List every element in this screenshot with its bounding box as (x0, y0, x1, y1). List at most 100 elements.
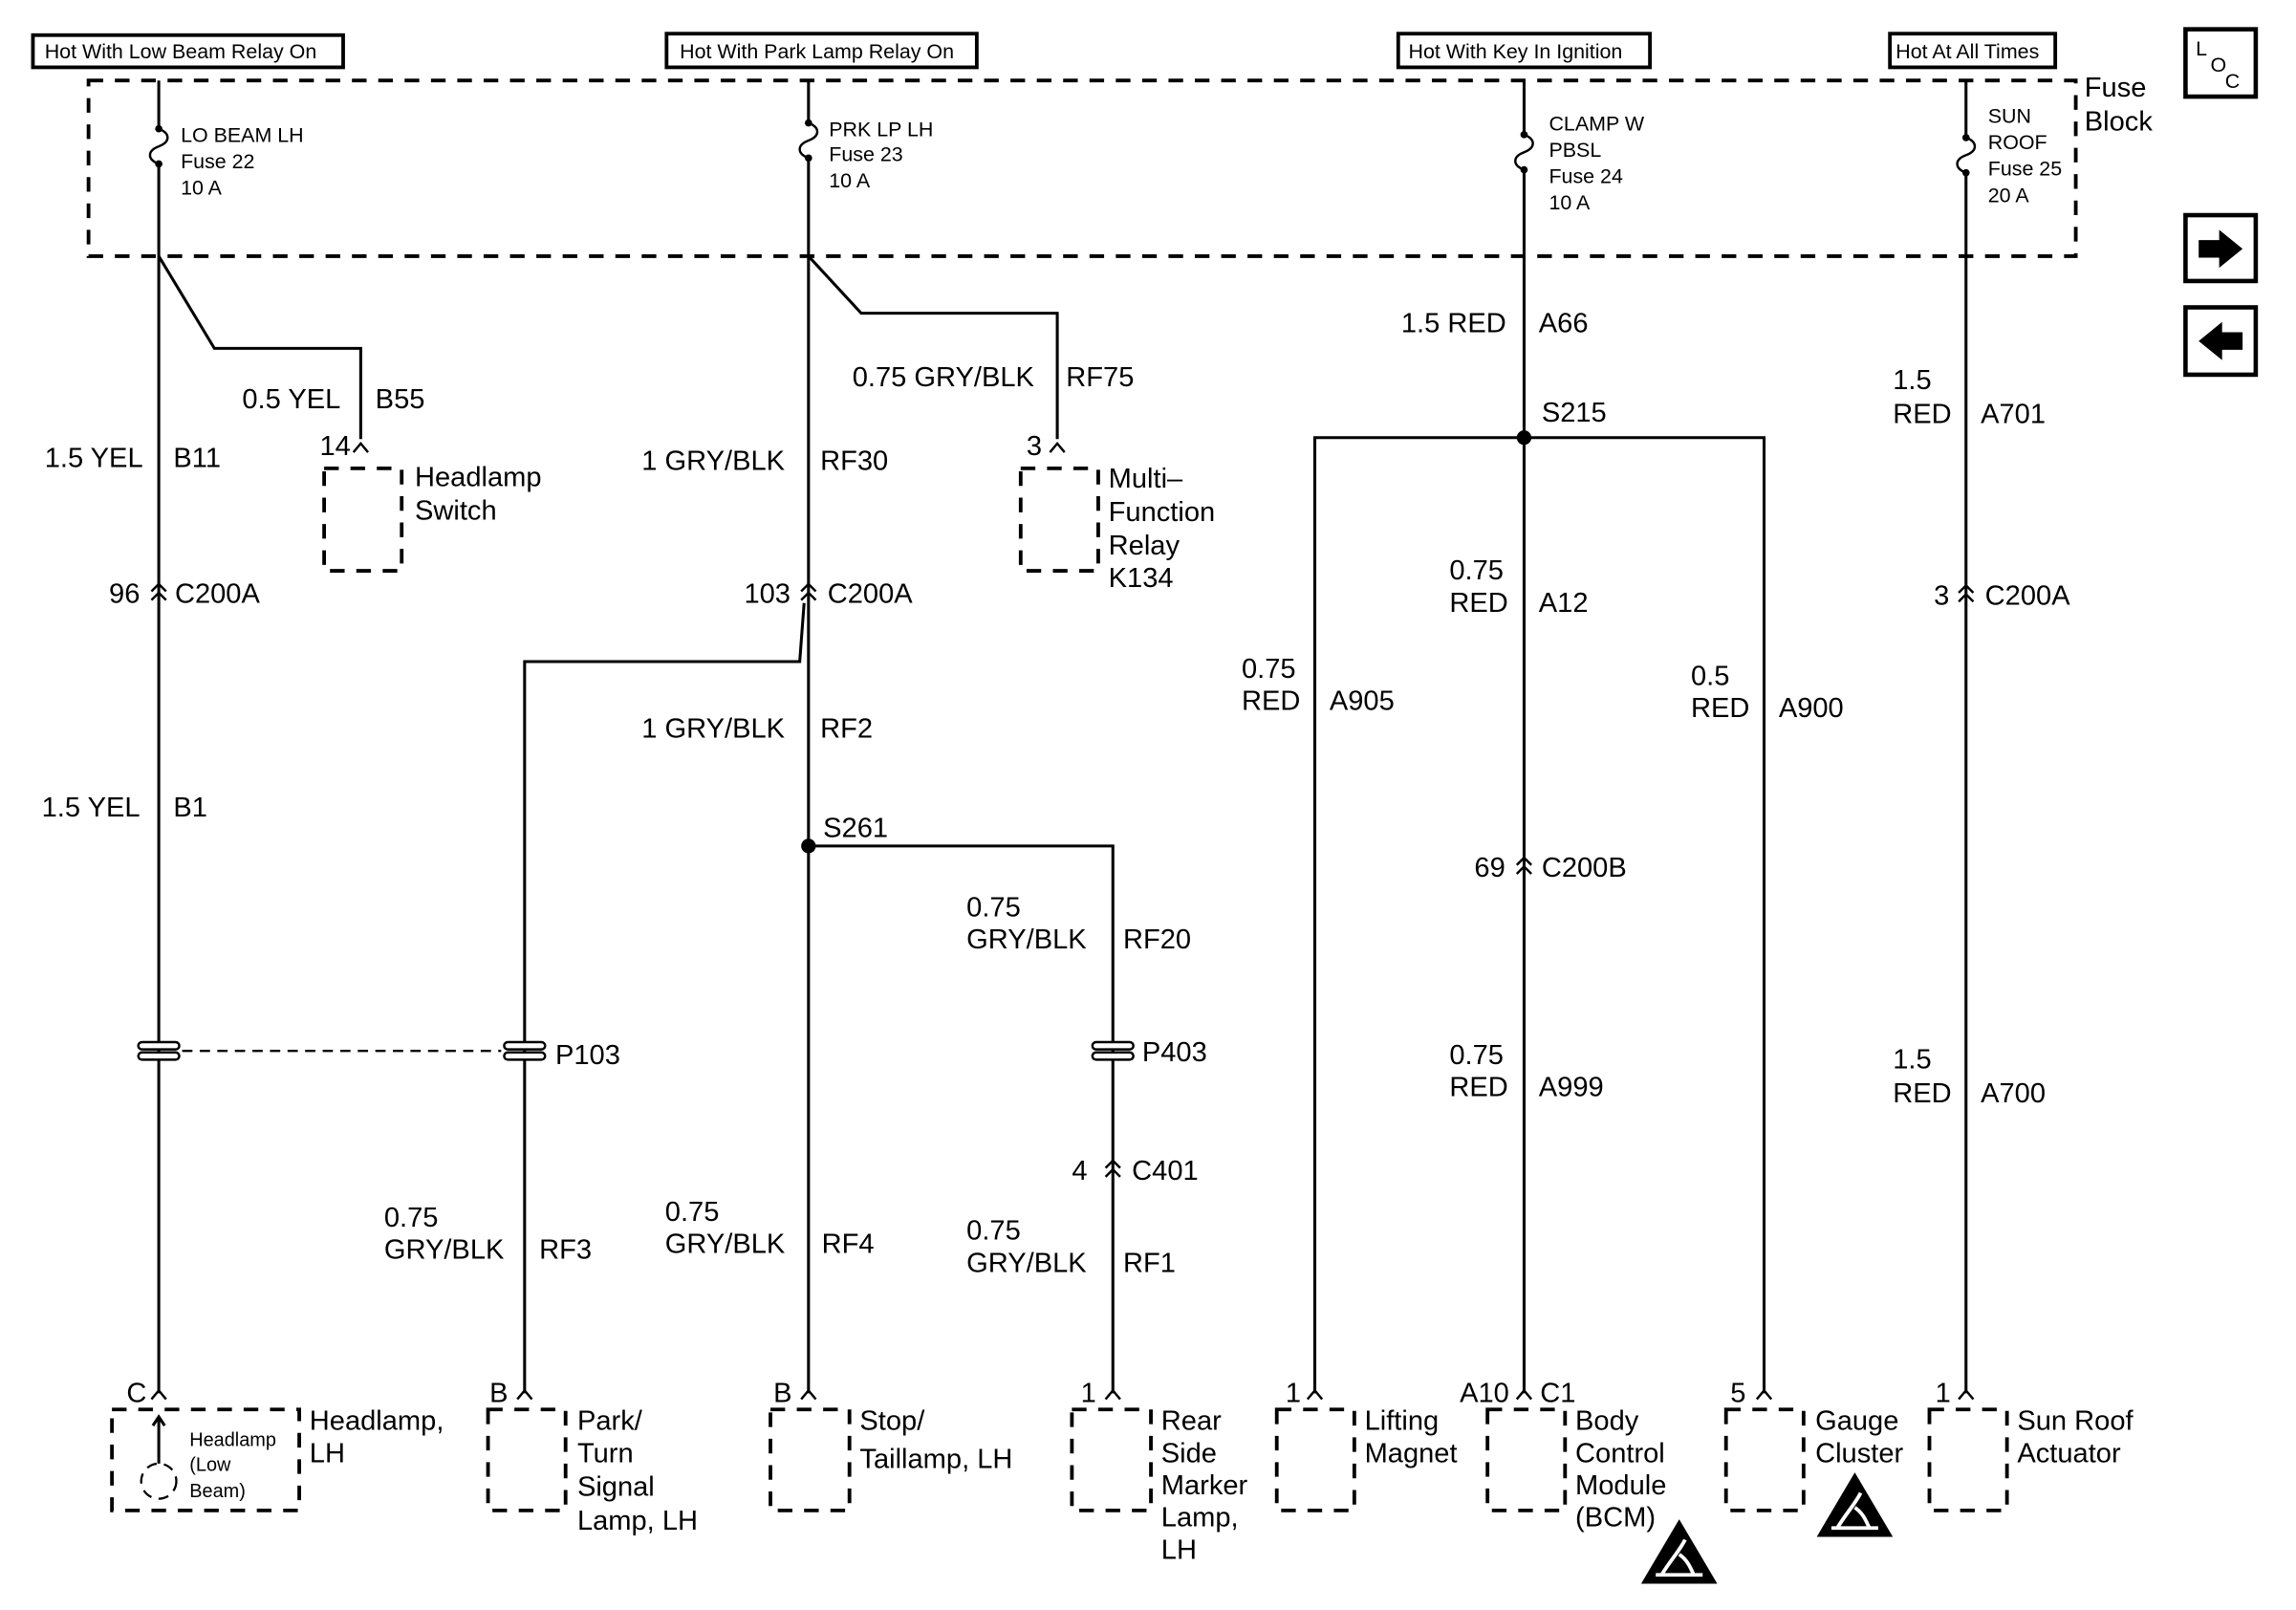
wire-gauge: 0.75 (1242, 654, 1296, 685)
wire-spec: 0.75 GRY/BLK (853, 362, 1035, 393)
wire-circuit: RF3 (539, 1235, 592, 1266)
component-label: Lifting (1365, 1406, 1440, 1437)
component-label: Turn (577, 1438, 634, 1469)
wire-gauge: 0.75 (966, 1216, 1021, 1247)
fuse-label: CLAMP W (1549, 112, 1644, 135)
wire-color: GRY/BLK (384, 1235, 505, 1266)
splice-label: S261 (823, 814, 888, 844)
fuse-label: PRK LP LH (829, 118, 933, 141)
wire-spec: 0.5 YEL (242, 384, 340, 415)
component-label: Headlamp, (310, 1406, 444, 1437)
fuse-block-label: Fuse (2085, 73, 2147, 103)
component-label: Relay (1109, 531, 1180, 561)
fuse-block-label: Block (2085, 106, 2154, 137)
headlamp-lh-box (110, 1407, 301, 1512)
wire-circuit: A66 (1539, 309, 1589, 339)
component-label: (BCM) (1575, 1503, 1656, 1534)
pin-label: 96 (109, 579, 140, 610)
wire-circuit: B55 (376, 384, 425, 415)
wire-circuit: A700 (1981, 1078, 2046, 1109)
right-arrow-icon (2199, 229, 2243, 269)
pin-label: 3 (1027, 431, 1042, 462)
lifting-magnet-box (1274, 1407, 1356, 1512)
connector-label: C200A (828, 579, 914, 610)
power-source-label: Hot With Park Lamp Relay On (680, 40, 954, 63)
fuse-label: Fuse 25 (1988, 158, 2062, 181)
pass-through-label: P103 (555, 1040, 620, 1071)
low-beam-circuit: LO BEAM LH Fuse 22 10 A 0.5 YEL B55 14 H… (42, 80, 542, 1512)
fuse-icon (1956, 132, 1977, 178)
fuse-label: 20 A (1988, 184, 2030, 207)
component-label: Taillamp, LH (859, 1445, 1012, 1475)
fuse-label: 10 A (181, 177, 223, 200)
fuse-label: Fuse 24 (1549, 164, 1622, 187)
park-turn-lamp-box (486, 1407, 568, 1512)
component-inner-label: Beam) (189, 1481, 246, 1502)
component-label: Stop/ (859, 1406, 925, 1437)
wire-circuit: RF20 (1123, 925, 1191, 955)
location-button[interactable]: L O C (2183, 27, 2259, 99)
park-turn-circuit: P103 0.75 GRY/BLK RF3 B Park/ Turn Signa… (384, 602, 806, 1536)
power-source-label: Hot With Low Beam Relay On (45, 40, 317, 63)
stop-taillamp-box (769, 1407, 852, 1512)
bcm-box (1485, 1407, 1568, 1512)
pin-label: 69 (1474, 853, 1505, 883)
wire-circuit: RF2 (820, 714, 873, 745)
power-source-hot-at-all-times: Hot At All Times (1888, 32, 2058, 70)
wire-gauge: 0.75 (384, 1203, 439, 1233)
component-label: Rear (1161, 1406, 1222, 1437)
component-label: Magnet (1365, 1438, 1458, 1469)
wire-circuit: RF75 (1066, 362, 1134, 393)
park-lamp-circuit: PRK LP LH Fuse 23 10 A 0.75 GRY/BLK RF75… (641, 80, 1216, 1512)
power-source-label: Hot At All Times (1895, 40, 2039, 63)
wire-color: GRY/BLK (665, 1229, 786, 1259)
pin-label: B (489, 1379, 508, 1409)
component-label: K134 (1109, 563, 1174, 594)
wire-spec: 1.5 YEL (45, 443, 143, 473)
wire-circuit: RF30 (820, 446, 888, 476)
splice-label: S215 (1542, 398, 1607, 428)
pin-label: A10 (1460, 1379, 1509, 1409)
component-label: Headlamp (415, 462, 542, 492)
fuse-label: 10 A (829, 169, 871, 192)
wire-circuit: RF1 (1123, 1248, 1176, 1278)
pin-label: C (126, 1379, 146, 1409)
rear-side-marker-box (1070, 1407, 1153, 1512)
wire-gauge: 0.5 (1691, 661, 1729, 691)
connector-label: C401 (1132, 1156, 1199, 1186)
power-source-park-lamp: Hot With Park Lamp Relay On (664, 32, 979, 70)
component-label: Marker (1161, 1470, 1248, 1501)
previous-page-button[interactable] (2183, 305, 2259, 378)
fuse-label: ROOF (1988, 131, 2047, 154)
loc-letter: C (2225, 70, 2240, 93)
pin-label: 103 (744, 579, 791, 610)
wire-color: RED (1242, 685, 1300, 716)
next-page-button[interactable] (2183, 212, 2259, 284)
component-label: Gauge (1815, 1406, 1898, 1437)
wire-color: RED (1449, 1073, 1507, 1103)
power-source-label: Hot With Key In Ignition (1409, 40, 1623, 63)
component-label: Function (1109, 497, 1216, 528)
sun-roof-actuator-box (1927, 1407, 2009, 1512)
fuse-label: 10 A (1549, 191, 1591, 214)
multi-function-relay-box (1018, 466, 1100, 573)
component-label: Park/ (577, 1406, 643, 1437)
wire-circuit: A999 (1539, 1073, 1604, 1103)
pin-label: 1 (1936, 1379, 1951, 1409)
wire-color: RED (1691, 693, 1749, 724)
wire-spec: 1 GRY/BLK (641, 714, 785, 745)
wire-circuit: A905 (1330, 685, 1395, 716)
component-label: Lamp, (1161, 1503, 1239, 1534)
pin-label: 3 (1934, 580, 1949, 611)
loc-letter: L (2196, 37, 2207, 60)
wire-circuit: A900 (1779, 693, 1844, 724)
pin-label: 14 (320, 431, 351, 462)
connector-label: C200A (175, 579, 261, 610)
loc-letter: O (2210, 54, 2226, 76)
wire-spec: 1 GRY/BLK (641, 446, 785, 476)
wire-color: RED (1893, 399, 1951, 429)
component-label: Lamp, LH (577, 1506, 698, 1536)
gauge-cluster-box (1723, 1407, 1806, 1512)
wire-color: RED (1893, 1078, 1951, 1109)
